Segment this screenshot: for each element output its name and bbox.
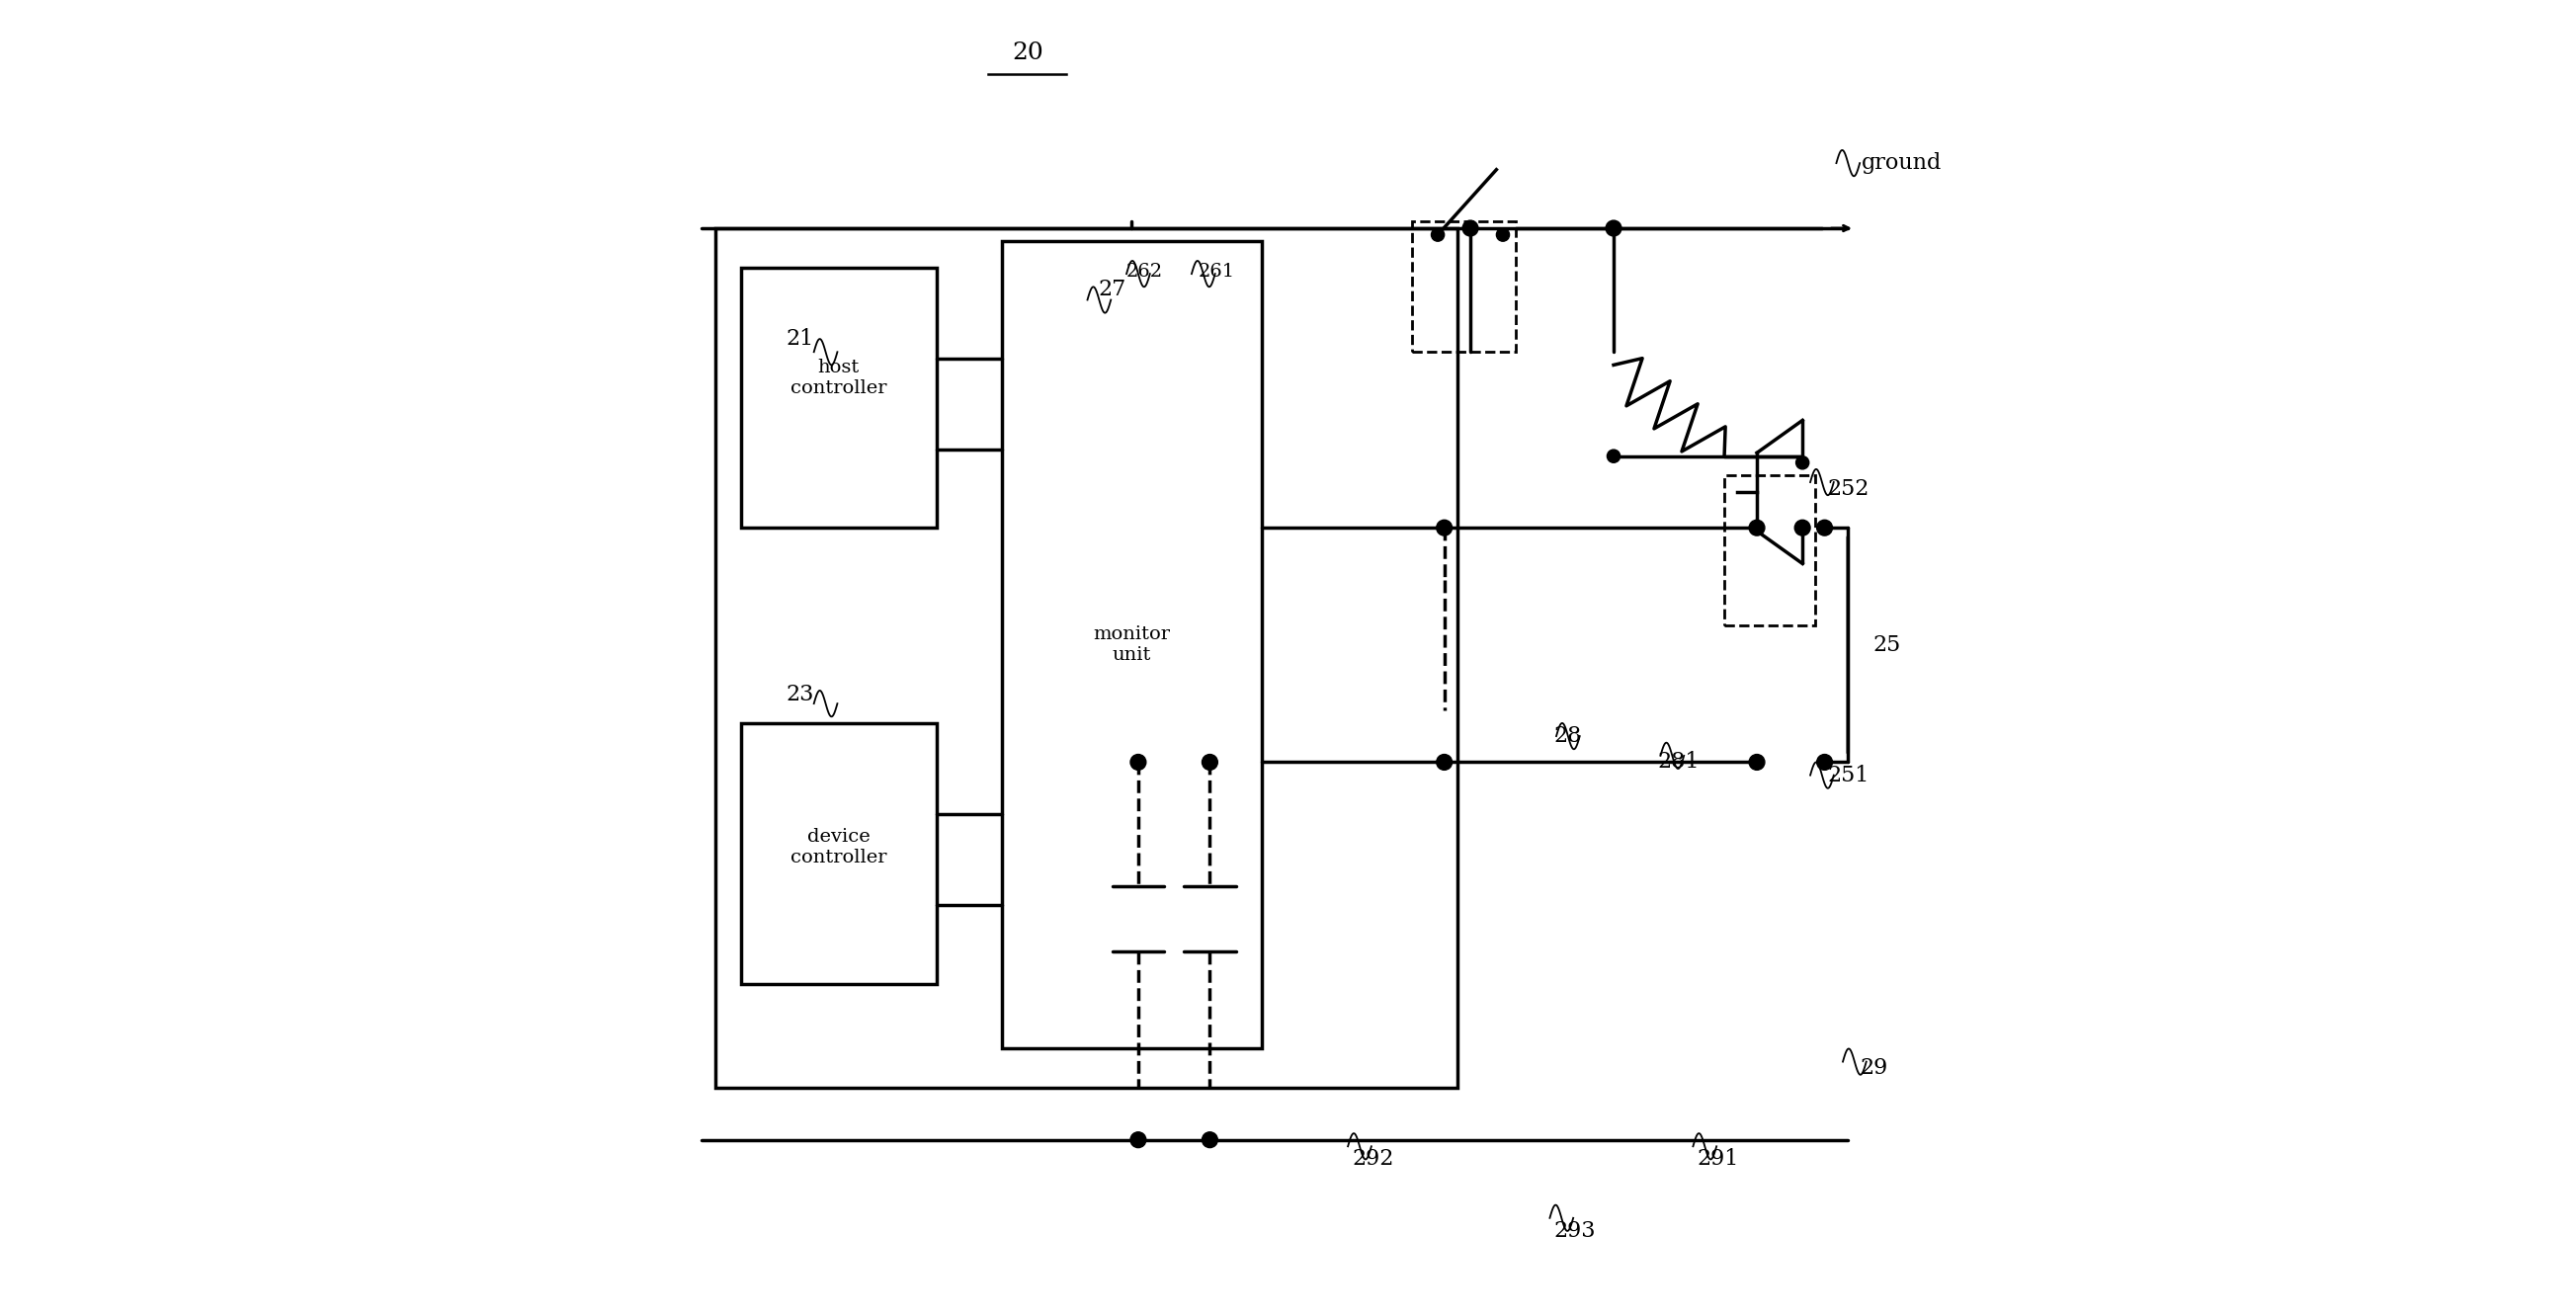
Text: 262: 262 xyxy=(1126,262,1164,280)
Text: 261: 261 xyxy=(1198,262,1234,280)
Bar xyxy=(1723,475,1816,625)
Bar xyxy=(716,228,1458,1088)
Text: 252: 252 xyxy=(1826,478,1870,500)
Text: 29: 29 xyxy=(1860,1057,1888,1079)
Text: 292: 292 xyxy=(1352,1149,1394,1170)
Circle shape xyxy=(1605,221,1620,236)
Circle shape xyxy=(1816,754,1832,770)
Text: 21: 21 xyxy=(786,328,814,350)
Text: 25: 25 xyxy=(1873,634,1901,655)
Text: 23: 23 xyxy=(786,683,814,705)
Circle shape xyxy=(1795,520,1811,536)
Circle shape xyxy=(1497,228,1510,241)
Text: device
controller: device controller xyxy=(791,828,886,866)
Circle shape xyxy=(1203,1132,1218,1148)
Circle shape xyxy=(1437,520,1453,536)
Circle shape xyxy=(1607,450,1620,463)
Circle shape xyxy=(1131,1132,1146,1148)
Text: 293: 293 xyxy=(1553,1220,1595,1242)
Text: ground: ground xyxy=(1860,153,1942,174)
Text: 28: 28 xyxy=(1553,725,1582,747)
Bar xyxy=(1002,241,1262,1049)
Bar xyxy=(1412,221,1515,351)
Circle shape xyxy=(1437,754,1453,770)
Circle shape xyxy=(1463,221,1479,236)
Circle shape xyxy=(1432,228,1445,241)
Bar xyxy=(742,722,935,983)
Text: 251: 251 xyxy=(1826,765,1870,786)
Circle shape xyxy=(1816,520,1832,536)
Circle shape xyxy=(1749,520,1765,536)
Text: monitor
unit: monitor unit xyxy=(1092,626,1170,665)
Text: 20: 20 xyxy=(1012,41,1043,63)
Circle shape xyxy=(1795,457,1808,470)
Circle shape xyxy=(1131,754,1146,770)
Circle shape xyxy=(1749,754,1765,770)
Text: host
controller: host controller xyxy=(791,359,886,397)
Text: 291: 291 xyxy=(1698,1149,1739,1170)
Text: 281: 281 xyxy=(1659,751,1700,772)
Bar xyxy=(742,267,935,528)
Circle shape xyxy=(1203,754,1218,770)
Text: 27: 27 xyxy=(1097,279,1126,300)
